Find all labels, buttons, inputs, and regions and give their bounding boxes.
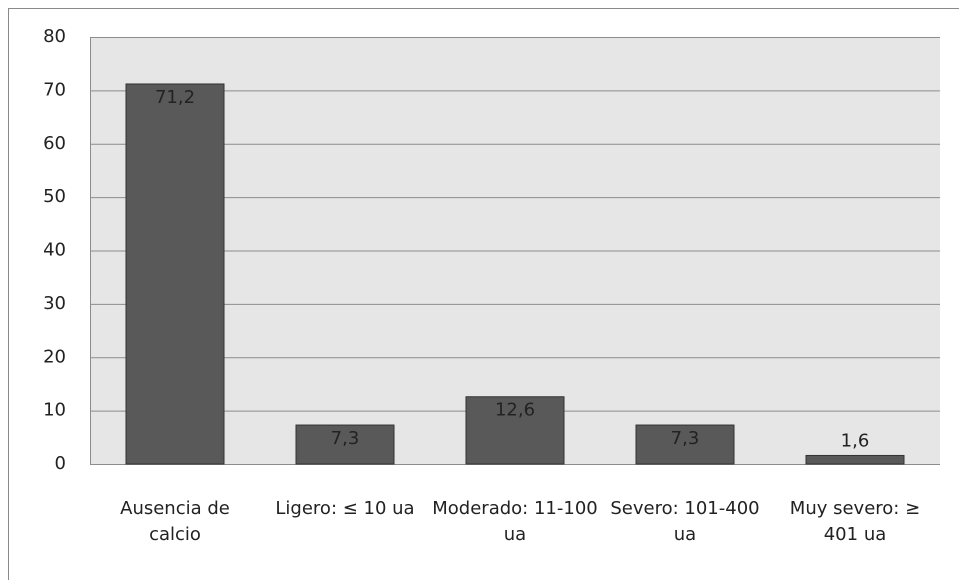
y-tick-label: 20 <box>43 346 66 367</box>
y-tick-label: 50 <box>43 186 66 207</box>
x-tick-label: Moderado: 11-100 ua <box>432 498 598 545</box>
x-tick-label: Severo: 101-400 ua <box>610 498 760 545</box>
bar <box>125 83 225 465</box>
bar <box>635 424 735 465</box>
x-tick-label: Muy severo: ≥ 401 ua <box>789 498 921 545</box>
bar <box>805 454 905 465</box>
y-tick-label: 60 <box>43 133 66 154</box>
y-tick-label: 70 <box>43 79 66 100</box>
data-label: 1,6 <box>841 430 870 451</box>
x-tick-label: Ligero: ≤ 10 ua <box>275 498 415 519</box>
y-tick-label: 0 <box>55 453 66 474</box>
bar <box>295 424 395 465</box>
data-label: 12,6 <box>495 400 535 421</box>
y-tick-label: 10 <box>43 400 66 421</box>
y-tick-label: 80 <box>43 26 66 47</box>
data-label: 71,2 <box>155 87 195 108</box>
data-label: 7,3 <box>671 428 700 449</box>
data-label: 7,3 <box>331 428 360 449</box>
bar <box>465 396 565 465</box>
y-tick-label: 40 <box>43 240 66 261</box>
y-tick-label: 30 <box>43 293 66 314</box>
x-tick-label: Ausencia de calcio <box>120 498 230 545</box>
